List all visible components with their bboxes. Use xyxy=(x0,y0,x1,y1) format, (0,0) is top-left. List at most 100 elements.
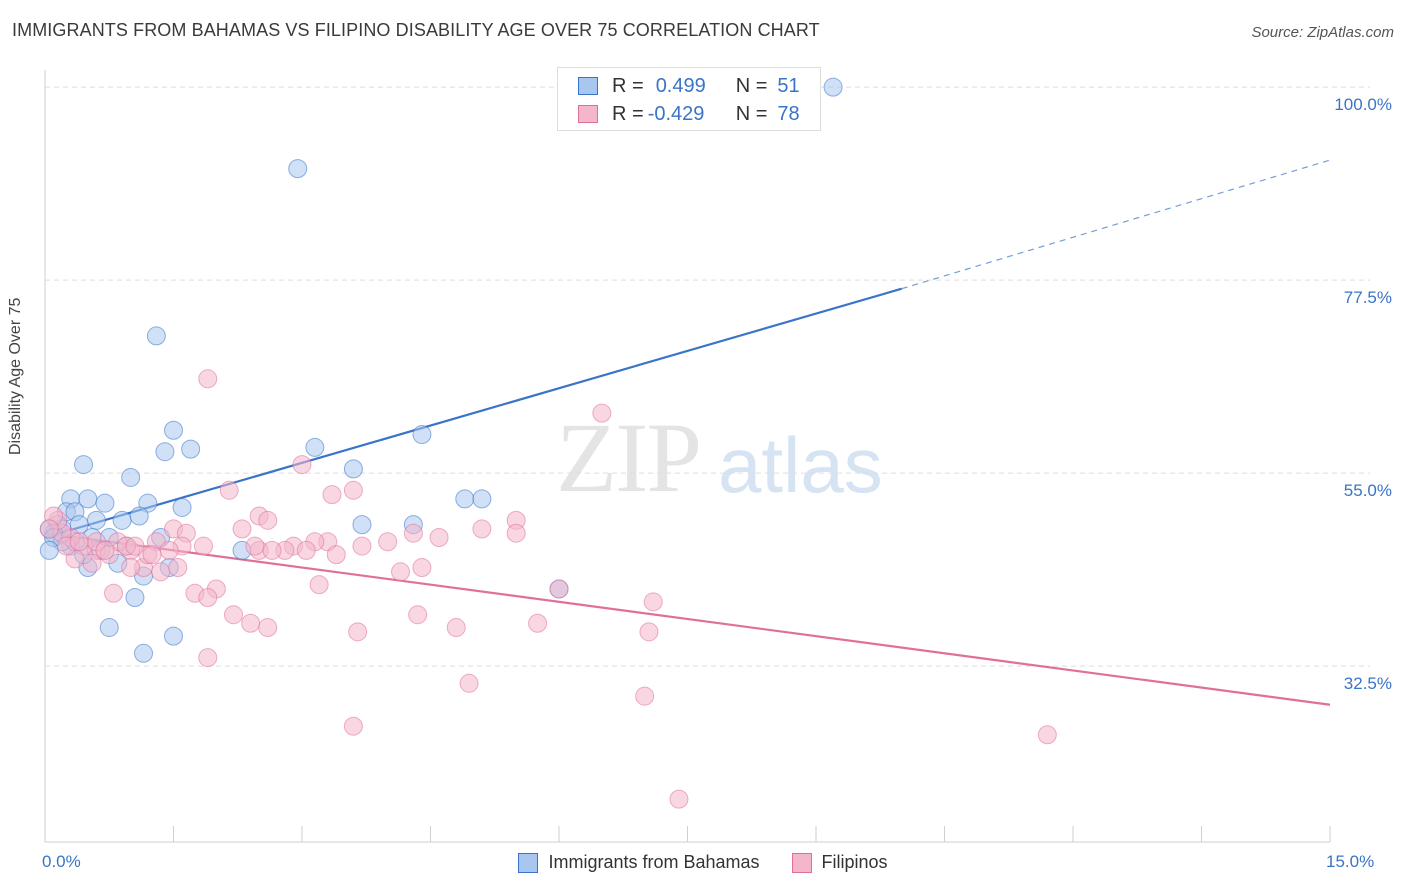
filipinos-trend-line xyxy=(44,532,1331,706)
bahamas-point xyxy=(343,459,363,479)
y-tick-label: 55.0% xyxy=(1343,481,1392,501)
filipinos-swatch xyxy=(578,105,598,123)
filipinos-point xyxy=(125,536,145,556)
filipinos-point xyxy=(348,622,368,642)
filipinos-point xyxy=(669,789,689,809)
filipinos-point xyxy=(446,618,466,638)
bahamas-point xyxy=(288,159,308,179)
bahamas-legend-swatch xyxy=(518,852,539,873)
filipinos-point xyxy=(472,519,492,539)
filipinos-point xyxy=(343,716,363,736)
filipinos-point xyxy=(639,622,659,642)
bahamas-point xyxy=(823,77,843,97)
bahamas-point xyxy=(125,588,145,608)
r-label: R = xyxy=(612,74,644,97)
y-axis-label: Disability Age Over 75 xyxy=(7,297,24,455)
y-tick-label: 100.0% xyxy=(1334,95,1392,115)
y-tick-label: 32.5% xyxy=(1343,674,1392,694)
filipinos-point xyxy=(635,686,655,706)
bahamas-point xyxy=(134,643,154,663)
filipinos-point xyxy=(1037,725,1057,745)
filipinos-point xyxy=(142,545,162,565)
bahamas-point xyxy=(95,493,115,513)
bahamas-point xyxy=(181,439,201,459)
bahamas-point xyxy=(146,326,166,346)
filipinos-point xyxy=(198,369,218,389)
series-legend: Immigrants from Bahamas Filipinos xyxy=(0,852,1406,873)
bahamas-point xyxy=(155,442,175,462)
filipinos-n-value: 78 xyxy=(777,102,800,125)
filipinos-point xyxy=(292,455,312,475)
bahamas-point xyxy=(121,467,141,487)
filipinos-point xyxy=(429,527,449,547)
n-label: N = xyxy=(735,74,768,97)
axes xyxy=(44,70,1331,843)
bahamas-point xyxy=(86,510,106,530)
filipinos-point xyxy=(378,532,398,552)
gridlines xyxy=(45,86,1370,667)
filipinos-point xyxy=(528,613,548,633)
filipinos-point xyxy=(643,592,663,612)
filipinos-point xyxy=(159,540,179,560)
filipinos-point xyxy=(258,510,278,530)
filipinos-point xyxy=(549,579,569,599)
bahamas-trend-line xyxy=(44,287,902,539)
filipinos-point xyxy=(95,540,115,560)
y-tick-label: 77.5% xyxy=(1343,288,1392,308)
legend-row-filipinos: R = -0.429 N = 78 xyxy=(578,100,800,128)
bahamas-point xyxy=(74,455,94,475)
filipinos-point xyxy=(232,519,252,539)
legend-item-filipinos: Filipinos xyxy=(791,852,888,873)
filipinos-point xyxy=(193,536,213,556)
filipinos-point xyxy=(258,618,278,638)
watermark-zip: ZIP xyxy=(556,402,702,513)
bahamas-point xyxy=(99,618,119,638)
bahamas-point xyxy=(352,515,372,535)
bahamas-point xyxy=(412,425,432,445)
bahamas-point xyxy=(305,437,325,457)
filipinos-point xyxy=(592,403,612,423)
x-tick-label-max: 15.0% xyxy=(1326,852,1375,871)
filipinos-point xyxy=(151,562,171,582)
filipinos-point xyxy=(198,588,218,608)
bahamas-point xyxy=(455,489,475,509)
trend-lines xyxy=(44,159,1331,706)
filipinos-point xyxy=(262,540,282,560)
filipinos-point xyxy=(104,583,124,603)
filipinos-point xyxy=(219,480,239,500)
filipinos-point xyxy=(408,605,428,625)
filipinos-point xyxy=(168,558,188,578)
filipinos-point xyxy=(343,480,363,500)
filipinos-point xyxy=(223,605,243,625)
filipinos-legend-label: Filipinos xyxy=(821,852,888,872)
filipinos-point xyxy=(459,673,479,693)
filipinos-point xyxy=(352,536,372,556)
bahamas-n-value: 51 xyxy=(777,74,800,97)
filipinos-point xyxy=(82,553,102,573)
bahamas-r-value: 0.499 xyxy=(655,74,706,97)
bahamas-point xyxy=(472,489,492,509)
filipinos-point xyxy=(39,519,59,539)
filipinos-point xyxy=(309,575,329,595)
bahamas-trend-extension xyxy=(901,159,1331,290)
filipinos-point xyxy=(296,540,316,560)
bahamas-point xyxy=(172,497,192,517)
filipinos-point xyxy=(326,545,346,565)
bahamas-point xyxy=(164,420,183,440)
x-tick-label-min: 0.0% xyxy=(42,852,81,871)
data-points xyxy=(39,77,1057,809)
filipinos-point xyxy=(198,648,218,668)
filipinos-point xyxy=(412,558,432,578)
n-label: N = xyxy=(735,102,768,125)
filipinos-point xyxy=(391,562,411,582)
filipinos-legend-swatch xyxy=(791,852,812,873)
chart-title: IMMIGRANTS FROM BAHAMAS VS FILIPINO DISA… xyxy=(12,20,820,40)
bahamas-legend-label: Immigrants from Bahamas xyxy=(548,852,760,872)
filipinos-r-value: -0.429 xyxy=(647,102,705,125)
bahamas-swatch xyxy=(578,77,598,95)
watermark-atlas: atlas xyxy=(718,421,883,509)
filipinos-point xyxy=(403,523,423,543)
bahamas-point xyxy=(39,540,59,560)
legend-row-bahamas: R = 0.499 N = 51 xyxy=(578,72,800,100)
